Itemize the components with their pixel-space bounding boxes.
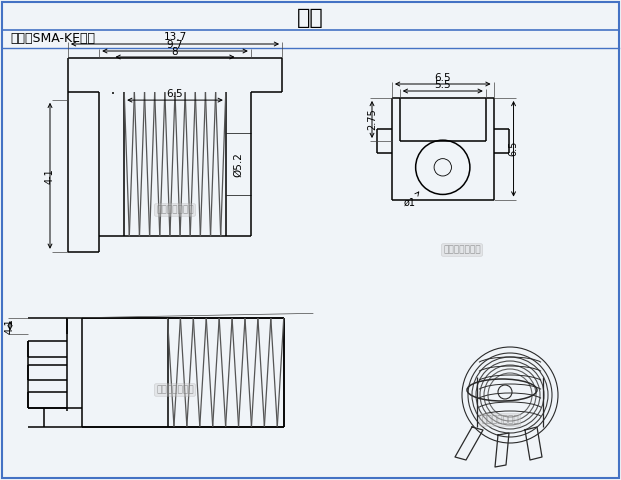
Text: ø1: ø1 (404, 192, 419, 208)
Text: 华讯美数码配件: 华讯美数码配件 (481, 416, 519, 424)
Text: 6.5: 6.5 (435, 73, 451, 83)
Text: 8: 8 (171, 47, 178, 57)
Text: 5.5: 5.5 (435, 80, 451, 90)
Text: 华讯美数码配件: 华讯美数码配件 (156, 205, 194, 215)
Text: 2.75: 2.75 (367, 108, 377, 131)
Text: Ø5.2: Ø5.2 (233, 152, 243, 177)
Text: 华讯美数码配件: 华讯美数码配件 (156, 385, 194, 395)
Text: 华讯美数码配件: 华讯美数码配件 (443, 245, 481, 254)
Text: 尺寸: 尺寸 (297, 8, 324, 28)
Text: 13.7: 13.7 (163, 32, 187, 42)
Text: 6.5: 6.5 (166, 89, 183, 99)
Text: 型号：SMA-KE偏脚: 型号：SMA-KE偏脚 (10, 33, 95, 46)
Text: 4-1: 4-1 (45, 168, 55, 184)
Text: 6.5: 6.5 (509, 141, 519, 156)
Text: 9.7: 9.7 (166, 40, 183, 50)
Text: 4-1: 4-1 (5, 318, 15, 334)
